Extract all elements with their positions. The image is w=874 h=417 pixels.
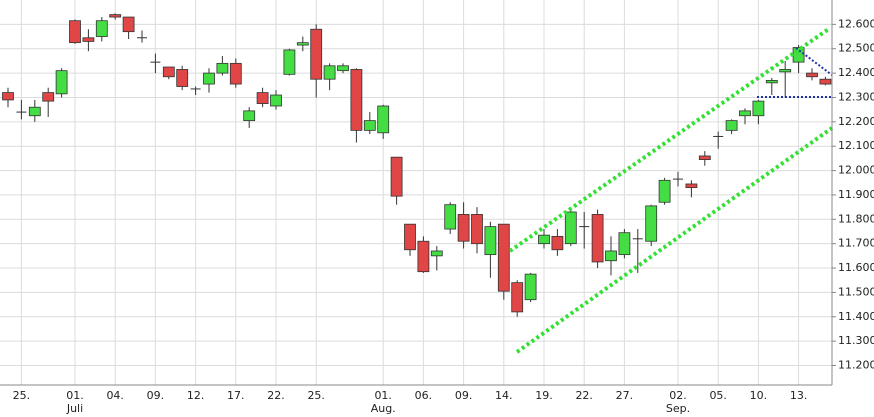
month-label: Sep.	[666, 402, 690, 415]
x-tick-label: 19.	[535, 389, 553, 402]
upper-channel	[508, 26, 832, 253]
body	[310, 28, 323, 80]
y-tick-label: 11.400	[838, 310, 874, 323]
x-tick-label: 04.	[106, 389, 124, 402]
x-tick-label: 25.	[13, 389, 31, 402]
body	[95, 20, 108, 37]
y-tick-label: 12.400	[838, 66, 874, 79]
month-label: Aug.	[371, 402, 396, 415]
body	[243, 110, 256, 122]
lower-channel	[515, 126, 834, 354]
body	[765, 80, 778, 84]
body	[216, 62, 229, 74]
y-tick-label: 12.600	[838, 17, 874, 30]
y-tick-label: 11.200	[838, 359, 874, 372]
body	[752, 100, 765, 117]
body	[685, 183, 698, 189]
body	[819, 78, 832, 85]
y-tick-label: 11.700	[838, 237, 874, 250]
body	[337, 65, 349, 72]
body	[69, 20, 81, 44]
trend-lines	[508, 26, 834, 354]
y-tick-label: 11.300	[838, 334, 874, 347]
body	[551, 235, 564, 251]
body	[229, 62, 242, 85]
x-tick-label: 05.	[709, 389, 727, 402]
body	[484, 226, 497, 256]
x-tick-label: 17.	[227, 389, 245, 402]
body	[270, 94, 282, 107]
body	[122, 16, 135, 33]
candles	[2, 13, 832, 317]
body	[404, 223, 416, 251]
body	[28, 106, 41, 117]
x-tick-label: 10.	[750, 389, 768, 402]
body	[698, 155, 711, 161]
body	[457, 214, 470, 242]
body	[42, 92, 55, 102]
body	[538, 234, 550, 245]
x-tick-label: 22.	[575, 389, 593, 402]
body	[444, 204, 457, 230]
body	[430, 250, 443, 257]
body	[806, 72, 818, 78]
body	[564, 211, 577, 245]
x-tick-label: 09.	[455, 389, 473, 402]
body	[162, 66, 175, 78]
body	[739, 110, 751, 117]
y-tick-label: 11.900	[838, 188, 874, 201]
body	[323, 65, 336, 80]
y-tick-label: 11.600	[838, 261, 874, 274]
body	[497, 223, 510, 292]
grid	[0, 0, 832, 385]
body	[296, 42, 309, 46]
body	[363, 120, 376, 131]
body	[283, 49, 296, 75]
body	[511, 282, 524, 313]
body	[524, 273, 537, 301]
x-tick-label: 25.	[307, 389, 325, 402]
body	[417, 240, 430, 273]
x-tick-label: 14.	[495, 389, 513, 402]
body	[658, 179, 671, 203]
body	[591, 214, 604, 263]
x-tick-label: 01.	[66, 389, 84, 402]
body	[176, 69, 189, 87]
x-tick-label: 22.	[267, 389, 285, 402]
y-tick-label: 11.500	[838, 285, 874, 298]
resistance-line	[795, 47, 833, 76]
y-tick-label: 11.800	[838, 212, 874, 225]
body	[471, 214, 483, 245]
body	[725, 120, 738, 131]
body	[618, 232, 631, 256]
x-tick-label: 06.	[415, 389, 433, 402]
body	[350, 69, 363, 131]
body	[55, 70, 68, 95]
y-tick-label: 12.300	[838, 90, 874, 103]
y-tick-label: 12.500	[838, 42, 874, 55]
x-tick-label: 02.	[669, 389, 687, 402]
x-tick-label: 27.	[616, 389, 634, 402]
y-tick-label: 12.200	[838, 115, 874, 128]
body	[792, 47, 805, 63]
body	[390, 156, 403, 197]
body	[645, 205, 658, 242]
body	[203, 72, 215, 85]
body	[377, 105, 390, 134]
body	[605, 250, 617, 262]
x-tick-label: 13.	[790, 389, 808, 402]
x-tick-label: 09.	[147, 389, 165, 402]
x-tick-label: 12.	[187, 389, 205, 402]
month-label: Juli	[66, 402, 83, 415]
body	[256, 92, 269, 104]
x-tick-label: 01.	[374, 389, 392, 402]
labels: 11.200 11.300 11.400 11.500 11.600 11.700 11.8…	[13, 17, 874, 415]
body	[2, 92, 14, 101]
body	[109, 14, 122, 18]
y-tick-label: 12.100	[838, 139, 874, 152]
y-tick-label: 12.000	[838, 164, 874, 177]
body	[779, 69, 792, 73]
body	[82, 37, 95, 42]
